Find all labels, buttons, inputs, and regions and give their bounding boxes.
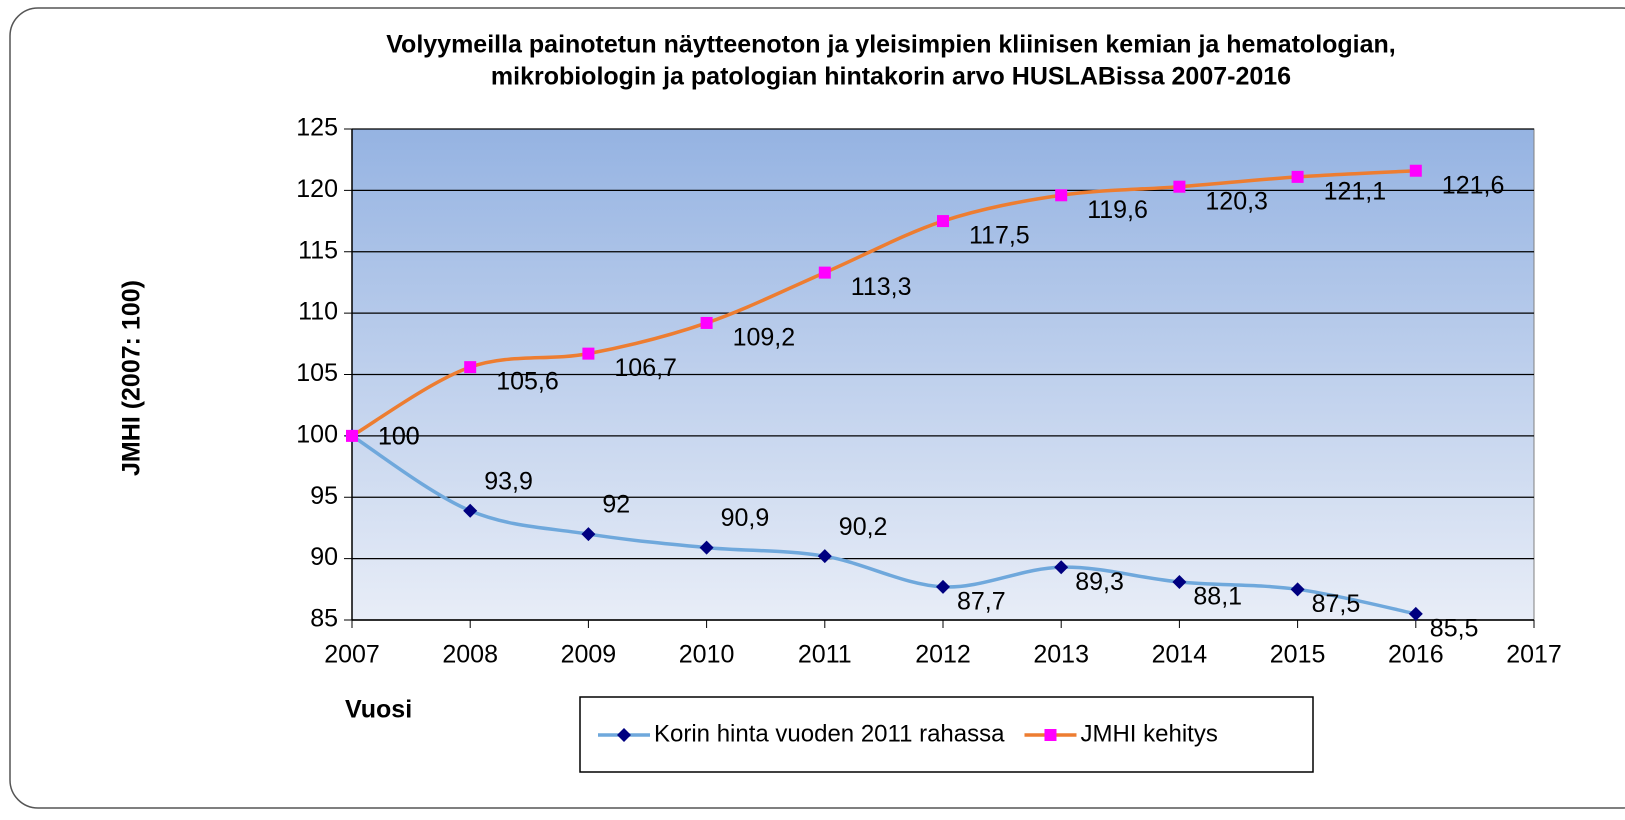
legend-marker (617, 728, 631, 742)
point (1172, 574, 1187, 589)
point (464, 361, 477, 374)
frame (9, 7, 1625, 809)
x-tick-label: 2017 (1506, 641, 1562, 669)
point (700, 316, 713, 329)
x-tick-label: 2010 (679, 641, 735, 669)
data-label: 120,3 (1205, 187, 1268, 215)
data-label: 92 (602, 491, 630, 519)
data-label: 109,2 (733, 324, 796, 352)
y-tick-label: 115 (298, 236, 338, 264)
point (1409, 164, 1422, 177)
data-label: 121,6 (1442, 171, 1505, 199)
point (936, 579, 950, 594)
point (1290, 582, 1305, 597)
y-tick-label: 120 (296, 175, 338, 203)
data-label: 100 (378, 422, 420, 450)
point (699, 540, 714, 555)
data-label: 113,3 (851, 273, 912, 301)
point (346, 429, 358, 442)
legend (579, 696, 1314, 773)
legend-label: JMHI kehitys (1080, 720, 1217, 747)
x-tick-label: 2013 (1033, 641, 1089, 669)
data-label: 89,3 (1075, 568, 1124, 596)
point (1408, 606, 1423, 621)
data-label: 105,6 (496, 368, 559, 396)
y-tick-label: 90 (310, 543, 338, 571)
x-tick-label: 2007 (324, 641, 380, 669)
point (582, 347, 595, 360)
x-tick-label: 2012 (915, 641, 971, 669)
x-tick-label: 2008 (442, 641, 498, 669)
data-label: 87,7 (957, 587, 1006, 615)
y-tick-label: 95 (310, 482, 338, 510)
data-label: 85,5 (1430, 614, 1479, 642)
legend-marker (1044, 729, 1057, 741)
x-tick-label: 2014 (1152, 641, 1208, 669)
data-label: 119,6 (1087, 196, 1148, 224)
y-tick-label: 100 (296, 420, 338, 448)
y-tick-label: 105 (296, 359, 338, 387)
line (351, 168, 1416, 438)
x-axis-label: Vuosi (345, 696, 412, 724)
point (1173, 180, 1186, 193)
point (1291, 170, 1304, 183)
point (1055, 189, 1068, 202)
point (817, 549, 832, 564)
y-tick-label: 110 (298, 298, 338, 326)
y-axis-label: JMHI (2007: 100) (118, 280, 146, 476)
data-label: 88,1 (1193, 583, 1242, 611)
x-tick-label: 2009 (561, 641, 617, 669)
x-tick-label: 2016 (1388, 641, 1444, 669)
data-label: 90,9 (721, 504, 770, 532)
chart-title: Volyymeilla painotetun näytteenoton ja y… (386, 31, 1396, 59)
point (581, 527, 596, 542)
data-label: 121,1 (1324, 177, 1387, 205)
data-label: 117,5 (969, 222, 1030, 250)
line (351, 434, 1417, 616)
data-label: 100 (378, 422, 420, 450)
chart-title: mikrobiologin ja patologian hintakorin a… (491, 63, 1291, 91)
y-tick-label: 125 (296, 114, 338, 142)
point (1054, 560, 1069, 575)
data-label: 93,9 (484, 467, 533, 495)
x-tick-label: 2015 (1270, 641, 1326, 669)
point (463, 503, 478, 518)
point (937, 215, 949, 228)
point (818, 266, 831, 279)
data-label: 87,5 (1312, 590, 1361, 618)
y-tick-label: 85 (310, 605, 338, 633)
data-label: 90,2 (839, 513, 888, 541)
legend-label: Korin hinta vuoden 2011 rahassa (654, 720, 1005, 747)
x-tick-label: 2011 (798, 641, 852, 669)
data-label: 106,7 (614, 354, 677, 382)
